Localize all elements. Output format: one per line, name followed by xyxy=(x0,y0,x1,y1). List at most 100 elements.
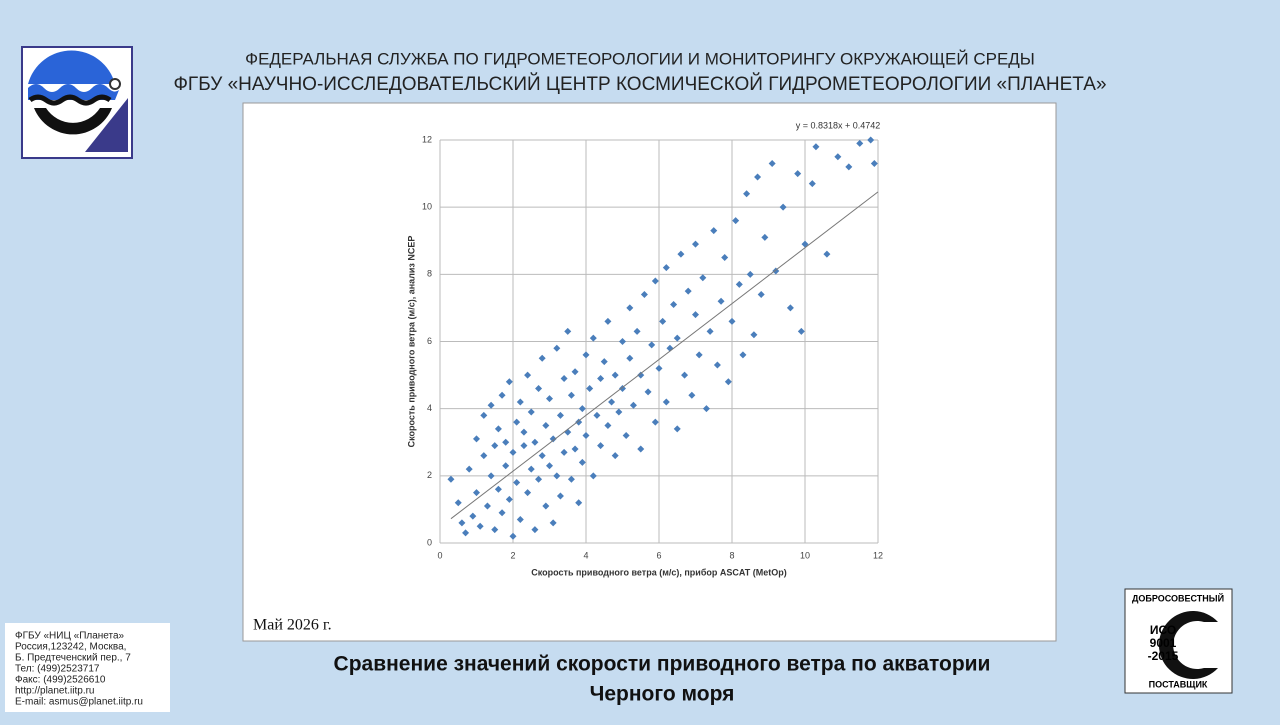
point xyxy=(505,378,513,386)
point xyxy=(626,304,634,312)
point xyxy=(637,371,645,379)
point xyxy=(578,458,586,466)
point xyxy=(604,421,612,429)
point xyxy=(710,227,718,235)
y-tick-label: 4 xyxy=(427,403,432,413)
point xyxy=(571,368,579,376)
point xyxy=(582,432,590,440)
point xyxy=(735,280,743,288)
contact-line: E-mail: asmus@planet.iitp.ru xyxy=(15,697,143,708)
badge-text: ДОБРОСОВЕСТНЫЙ xyxy=(1132,592,1224,603)
point xyxy=(644,388,652,396)
point xyxy=(619,385,626,393)
y-tick-label: 10 xyxy=(422,202,432,212)
date: Май 2026 г. xyxy=(253,617,332,634)
point xyxy=(713,361,721,369)
point xyxy=(757,290,765,298)
x-tick-label: 12 xyxy=(873,550,883,560)
point xyxy=(571,445,579,453)
point xyxy=(480,411,488,419)
point xyxy=(739,351,747,359)
point xyxy=(651,418,659,426)
point xyxy=(465,465,473,473)
contact-line: Тел: (499)2523717 xyxy=(15,664,100,675)
point xyxy=(491,526,499,534)
point xyxy=(870,160,878,168)
point xyxy=(527,408,535,416)
x-tick-label: 4 xyxy=(583,550,588,560)
point xyxy=(494,425,502,433)
y-axis-label: Скорость приводного ветра (м/с), анализ … xyxy=(406,236,416,448)
point xyxy=(786,304,794,312)
point xyxy=(611,452,619,460)
point xyxy=(560,448,568,456)
point xyxy=(688,391,696,399)
point xyxy=(535,475,543,483)
point xyxy=(487,472,495,480)
point xyxy=(743,190,751,198)
point xyxy=(768,160,776,168)
point xyxy=(498,391,506,399)
point xyxy=(502,462,510,470)
y-tick-label: 2 xyxy=(427,470,432,480)
point xyxy=(724,378,732,386)
point xyxy=(640,290,648,298)
point xyxy=(750,331,758,339)
point xyxy=(516,515,524,523)
point xyxy=(447,475,455,483)
point xyxy=(856,139,864,147)
point xyxy=(779,203,787,211)
y-tick-label: 8 xyxy=(427,269,432,279)
point xyxy=(597,374,605,382)
trendline-label: y = 0.8318x + 0.4742 xyxy=(796,120,881,130)
point xyxy=(556,492,564,500)
caption: Черного моря xyxy=(590,683,735,706)
caption: Сравнение значений скорости приводного в… xyxy=(334,653,991,676)
point xyxy=(681,371,689,379)
point xyxy=(458,519,466,527)
point xyxy=(633,327,641,335)
point xyxy=(622,432,630,440)
point xyxy=(754,173,762,181)
point xyxy=(746,270,754,278)
point xyxy=(797,327,805,335)
point xyxy=(608,398,616,406)
contact-line: Б. Предтеченский пер., 7 xyxy=(15,653,131,664)
badge: ДОБРОСОВЕСТНЫЙ ИСО 9001 -2015 ПОСТАВЩИК xyxy=(1124,588,1233,694)
point xyxy=(480,452,488,460)
point xyxy=(648,341,656,349)
point xyxy=(535,385,543,393)
x-tick-label: 0 xyxy=(437,550,442,560)
point xyxy=(702,405,710,413)
point xyxy=(706,327,714,335)
x-tick-label: 10 xyxy=(800,550,810,560)
contact-line: Россия,123242, Москва, xyxy=(15,642,126,653)
point xyxy=(473,435,480,443)
point xyxy=(692,311,699,319)
point xyxy=(834,153,842,161)
badge-text: ИСО xyxy=(1150,623,1176,637)
point xyxy=(487,401,495,409)
point xyxy=(546,395,553,403)
point xyxy=(538,452,546,460)
point xyxy=(509,448,517,456)
point xyxy=(476,522,484,530)
point xyxy=(549,435,557,443)
point xyxy=(655,364,663,372)
point xyxy=(699,274,707,282)
point xyxy=(677,250,685,258)
point xyxy=(629,401,637,409)
point xyxy=(531,526,539,534)
x-tick-label: 6 xyxy=(656,550,661,560)
point xyxy=(509,532,517,540)
point xyxy=(695,351,703,359)
point xyxy=(520,442,528,450)
point xyxy=(578,405,586,413)
point xyxy=(662,398,670,406)
x-tick-label: 8 xyxy=(729,550,734,560)
point xyxy=(867,136,875,144)
point xyxy=(626,354,634,362)
point xyxy=(604,317,612,325)
point xyxy=(473,489,480,497)
